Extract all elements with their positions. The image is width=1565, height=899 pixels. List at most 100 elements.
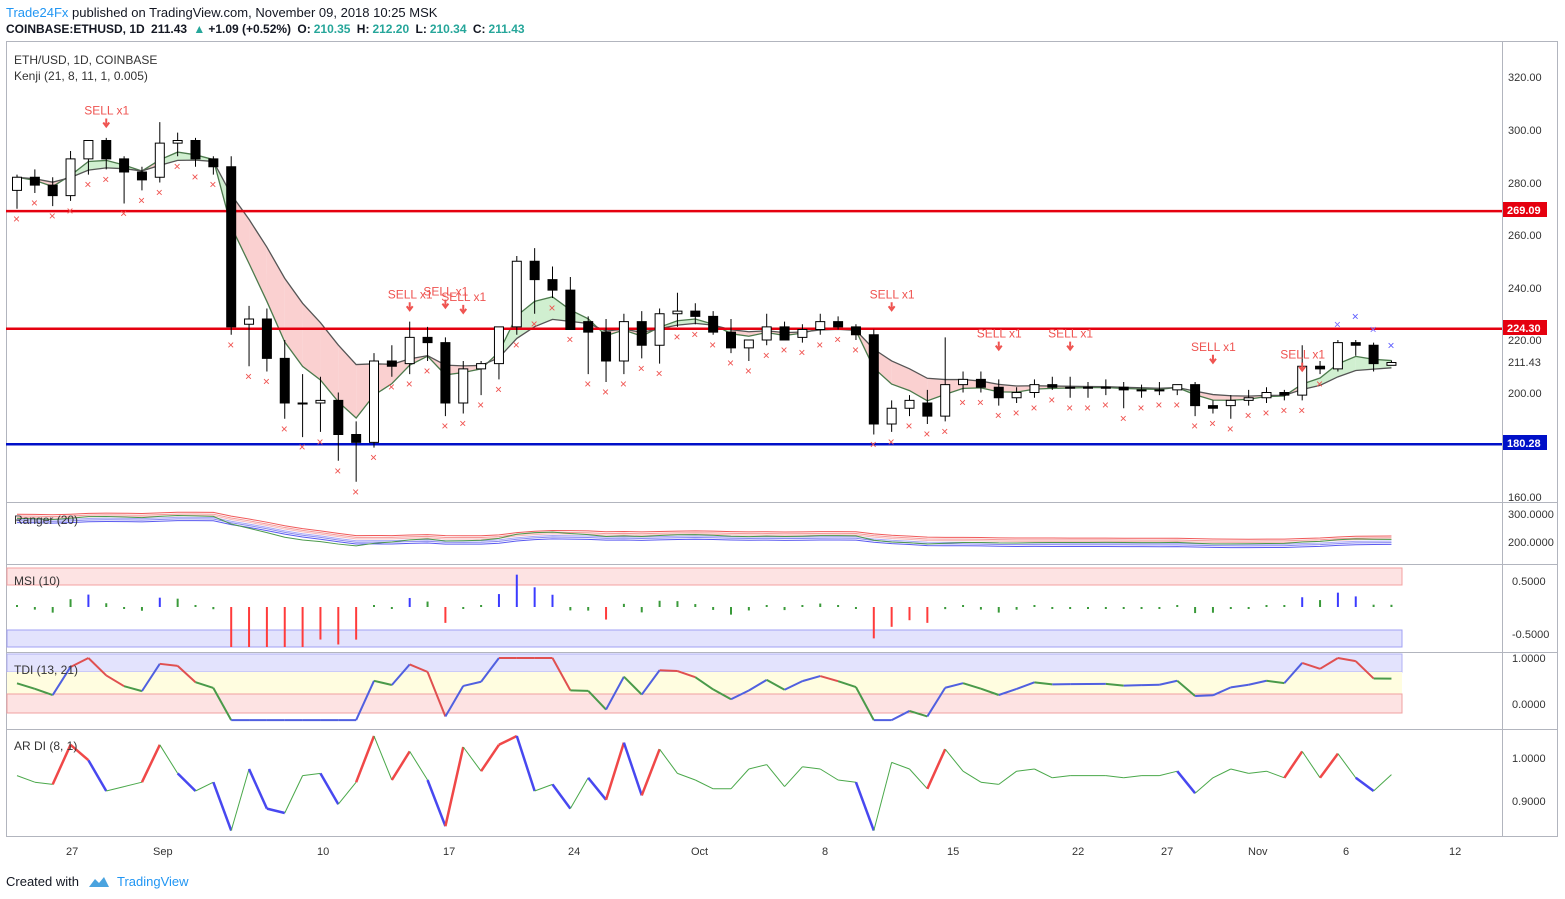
sell-signal-label: SELL x1 xyxy=(388,287,433,301)
price-axis[interactable]: 320.00 300.00 280.00 260.00 240.00 220.0… xyxy=(1508,72,1542,504)
sar-marker: × xyxy=(1138,401,1145,415)
close-label: C: xyxy=(472,22,486,36)
candle-up xyxy=(404,336,415,365)
candle-down xyxy=(708,315,719,333)
ardi-line-segment xyxy=(1052,775,1071,779)
candle-down xyxy=(779,326,790,341)
tdi-line-segment xyxy=(998,688,1017,696)
sar-marker: × xyxy=(352,485,359,499)
ardi-line-segment xyxy=(247,768,269,810)
sar-marker: × xyxy=(941,424,948,438)
tdi-line-segment xyxy=(123,685,143,693)
candle-down xyxy=(850,326,861,336)
price-pane[interactable]: × × × × × × × × × × × × × × × × × × × × × × × × × × × × × × × × × × × × × × × ×… xyxy=(6,104,1502,499)
candle-down xyxy=(636,321,647,346)
ardi-line-segment xyxy=(1194,777,1214,794)
tdi-line-segment xyxy=(551,657,572,691)
sar-marker: × xyxy=(959,396,966,410)
sar-marker: × xyxy=(1245,409,1252,423)
candle-up xyxy=(315,399,326,404)
tdi-line-segment xyxy=(909,709,928,718)
symbol-label: COINBASE:ETHUSD, 1D xyxy=(6,22,145,36)
msi-pane[interactable] xyxy=(6,567,1403,648)
chart-canvas[interactable]: × × × × × × × × × × × × × × × × × × × × × × × × × × × × × × × × × × × × × × × ×… xyxy=(0,40,1565,868)
tdi-line-segment xyxy=(730,689,750,701)
time-tick: 22 xyxy=(1072,846,1084,858)
ardi-pane[interactable] xyxy=(16,734,1392,832)
ardi-line-segment xyxy=(569,777,589,809)
tdi-line-segment xyxy=(480,657,500,683)
sar-marker: × xyxy=(1048,393,1055,407)
sar-marker: × xyxy=(1316,377,1323,391)
sar-marker: × xyxy=(1013,406,1020,420)
candle-up xyxy=(1332,342,1343,370)
ardi-line-segment xyxy=(1301,751,1321,779)
msi-tick: 0.5000 xyxy=(1512,576,1546,588)
candle-down xyxy=(279,357,290,404)
candle-up xyxy=(1261,392,1272,399)
ardi-line-segment xyxy=(604,742,626,801)
ranger-indicator-title[interactable]: Ranger (20) xyxy=(14,513,78,527)
price-tick: 260.00 xyxy=(1508,230,1542,242)
candle-up xyxy=(1011,392,1022,399)
tdi-line-segment xyxy=(712,688,732,701)
tdi-line-segment xyxy=(1195,694,1213,698)
sar-marker: × xyxy=(49,209,56,223)
tradingview-link[interactable]: TradingView xyxy=(87,874,189,889)
candle-up xyxy=(654,313,665,346)
ardi-line-segment xyxy=(1248,770,1267,774)
ardi-line-segment xyxy=(1123,775,1142,779)
sar-marker: × xyxy=(459,417,466,431)
sar-marker: × xyxy=(1030,401,1037,415)
sar-marker: × xyxy=(584,377,591,391)
sar-marker: × xyxy=(727,356,734,370)
tdi-line-segment xyxy=(802,675,821,683)
candle-down xyxy=(208,158,219,168)
tdi-indicator-title[interactable]: TDI (13, 21) xyxy=(14,663,78,677)
high-label: H: xyxy=(356,22,370,36)
price-tick: 240.00 xyxy=(1508,283,1542,295)
ranger-mid-line xyxy=(16,515,1392,547)
time-axis[interactable]: 27 Sep 10 17 24 Oct 8 15 22 27 Nov 6 12 xyxy=(66,846,1461,858)
tdi-line-segment xyxy=(980,687,1000,696)
sar-marker: × xyxy=(477,398,484,412)
candle-up xyxy=(458,368,469,404)
msi-indicator-title[interactable]: MSI (10) xyxy=(14,574,60,588)
sar-marker: × xyxy=(531,317,538,331)
time-tick: 17 xyxy=(443,846,455,858)
price-tick: 300.00 xyxy=(1508,125,1542,137)
kenji-indicator-title[interactable]: Kenji (21, 8, 11, 1, 0.005) xyxy=(14,69,148,83)
price-change: +1.09 (+0.52%) xyxy=(208,22,292,36)
sell-arrow-icon xyxy=(1209,354,1217,365)
tdi-line-segment xyxy=(141,663,161,692)
sar-marker: × xyxy=(281,422,288,436)
ardi-indicator-title[interactable]: AR DI (8, 1) xyxy=(14,739,77,753)
candle-up xyxy=(940,384,951,417)
candle-up xyxy=(1172,384,1183,391)
candle-up xyxy=(1225,399,1236,407)
ardi-line-segment xyxy=(998,770,1017,785)
publisher-link[interactable]: Trade24Fx xyxy=(6,5,69,20)
sell-arrow-icon xyxy=(1298,362,1306,373)
ardi-line-segment xyxy=(51,744,72,785)
sar-marker: × xyxy=(424,364,431,378)
candle-down xyxy=(47,184,58,197)
tdi-line-segment xyxy=(587,690,607,711)
tdi-lower-zone xyxy=(6,693,1403,714)
sar-marker: × xyxy=(870,438,877,452)
ardi-line-segment xyxy=(159,744,179,774)
tdi-line-segment xyxy=(1283,662,1303,684)
sar-marker: × xyxy=(906,419,913,433)
ardi-line-segment xyxy=(766,764,785,787)
tdi-line-segment xyxy=(444,685,465,717)
tdi-line-segment xyxy=(176,665,197,683)
high-value: 212.20 xyxy=(372,22,410,36)
low-value: 210.34 xyxy=(429,22,467,36)
ranger-pane[interactable] xyxy=(16,511,1392,549)
sell-arrow-icon xyxy=(102,118,111,129)
time-tick: 12 xyxy=(1449,846,1461,858)
candle-up xyxy=(1154,389,1165,392)
tdi-pane[interactable] xyxy=(6,653,1403,722)
sar-marker: × xyxy=(798,346,805,360)
sar-marker: × xyxy=(763,348,770,362)
